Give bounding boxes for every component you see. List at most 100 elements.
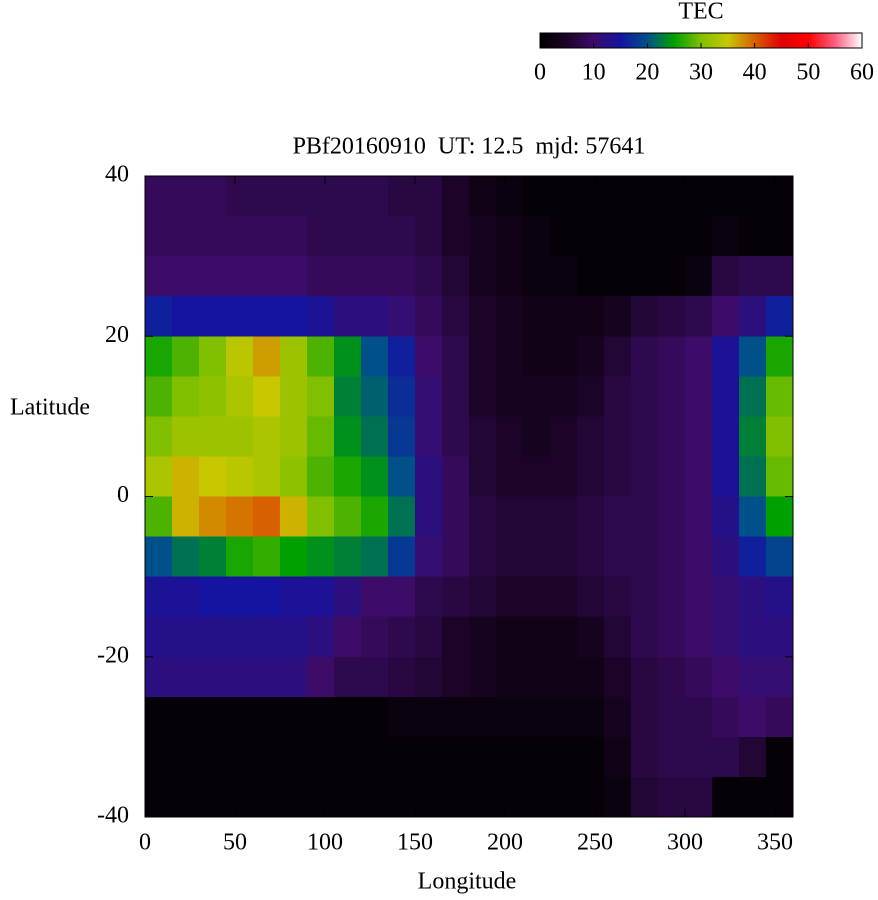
colorbar-label: TEC (678, 0, 723, 25)
heatmap-cell (496, 576, 524, 618)
heatmap-cell (658, 616, 686, 658)
heatmap-cell (388, 496, 416, 538)
heatmap-cell (280, 176, 308, 217)
heatmap-cell (307, 336, 335, 377)
heatmap-cell (523, 696, 551, 738)
heatmap-cell (739, 776, 767, 818)
heatmap-cell (550, 256, 578, 297)
heatmap-cell (469, 376, 497, 417)
heatmap-cell (307, 256, 335, 297)
heatmap-cell (361, 256, 389, 297)
heatmap-cell (199, 176, 227, 217)
heatmap-cell (334, 576, 362, 618)
heatmap-cell (658, 496, 686, 538)
heatmap-cell (361, 656, 389, 698)
heatmap-cell (199, 536, 227, 578)
heatmap-cell (442, 496, 470, 538)
heatmap-cell (739, 496, 767, 538)
heatmap-cell (199, 376, 227, 417)
heatmap-cell (280, 416, 308, 457)
heatmap-cell (172, 416, 200, 457)
heatmap-cell (388, 296, 416, 337)
heatmap-cell (226, 376, 254, 417)
x-tick-label: 300 (667, 830, 703, 856)
heatmap-cell (604, 296, 632, 337)
heatmap-cell (604, 256, 632, 297)
heatmap-cell (712, 256, 740, 297)
colorbar-tick-label: 40 (743, 60, 767, 86)
heatmap-cell (658, 336, 686, 377)
heatmap-cell (739, 176, 767, 217)
heatmap-cell (469, 256, 497, 297)
heatmap-cell (442, 176, 470, 217)
heatmap-cell (523, 176, 551, 217)
heatmap-cell (577, 296, 605, 337)
heatmap-cell (631, 616, 659, 658)
heatmap-cell (496, 376, 524, 417)
heatmap-cell (631, 776, 659, 818)
heatmap-cell (253, 776, 281, 818)
heatmap-cell (172, 576, 200, 618)
heatmap-cell (631, 736, 659, 778)
heatmap-cell (658, 536, 686, 578)
heatmap-cell (631, 376, 659, 417)
heatmap-cell (280, 776, 308, 818)
heatmap-cell (442, 576, 470, 618)
heatmap-cell (604, 616, 632, 658)
heatmap-cell (604, 776, 632, 818)
colorbar-tick-label: 50 (796, 60, 820, 86)
heatmap-cell (739, 456, 767, 497)
heatmap-cell (766, 176, 794, 217)
heatmap-cell (253, 736, 281, 778)
heatmap-cell (172, 296, 200, 337)
heatmap-cell (766, 296, 794, 337)
heatmap-cell (388, 256, 416, 297)
heatmap-cell (685, 656, 713, 698)
heatmap-cell (145, 696, 173, 738)
heatmap-cell (658, 576, 686, 618)
heatmap-cell (280, 736, 308, 778)
heatmap-cell (442, 216, 470, 257)
heatmap-cell (712, 296, 740, 337)
heatmap-cell (415, 256, 443, 297)
heatmap-cell (442, 256, 470, 297)
heatmap-cell (604, 456, 632, 497)
heatmap-cell (307, 576, 335, 618)
heatmap-cell (604, 376, 632, 417)
heatmap-cell (577, 616, 605, 658)
heatmap-cell (199, 336, 227, 377)
heatmap-cell (469, 456, 497, 497)
heatmap-cell (361, 176, 389, 217)
heatmap-cell (577, 696, 605, 738)
heatmap-cell (712, 696, 740, 738)
heatmap-cell (658, 216, 686, 257)
x-tick-label: 0 (139, 830, 151, 856)
heatmap-cell (145, 256, 173, 297)
heatmap-cell (307, 536, 335, 578)
heatmap-cell (442, 696, 470, 738)
heatmap-cell (307, 616, 335, 658)
heatmap-cell (199, 616, 227, 658)
heatmap-cell (712, 616, 740, 658)
heatmap-cell (442, 296, 470, 337)
heatmap-cell (496, 616, 524, 658)
heatmap-cell (766, 616, 794, 658)
heatmap-cell (496, 496, 524, 538)
heatmap-cell (766, 456, 794, 497)
heatmap-cell (577, 576, 605, 618)
heatmap-cell (712, 736, 740, 778)
colorbar-tick-label: 0 (534, 60, 546, 86)
heatmap-cell (577, 736, 605, 778)
heatmap-cell (712, 776, 740, 818)
heatmap-cell (577, 376, 605, 417)
heatmap-cell (631, 656, 659, 698)
heatmap-cell (604, 416, 632, 457)
heatmap-cell (523, 536, 551, 578)
heatmap-cell (280, 576, 308, 618)
heatmap-cell (739, 216, 767, 257)
heatmap-cell (631, 216, 659, 257)
heatmap-cell (415, 176, 443, 217)
heatmap-cell (253, 296, 281, 337)
heatmap-cell (550, 216, 578, 257)
heatmap-cell (388, 736, 416, 778)
